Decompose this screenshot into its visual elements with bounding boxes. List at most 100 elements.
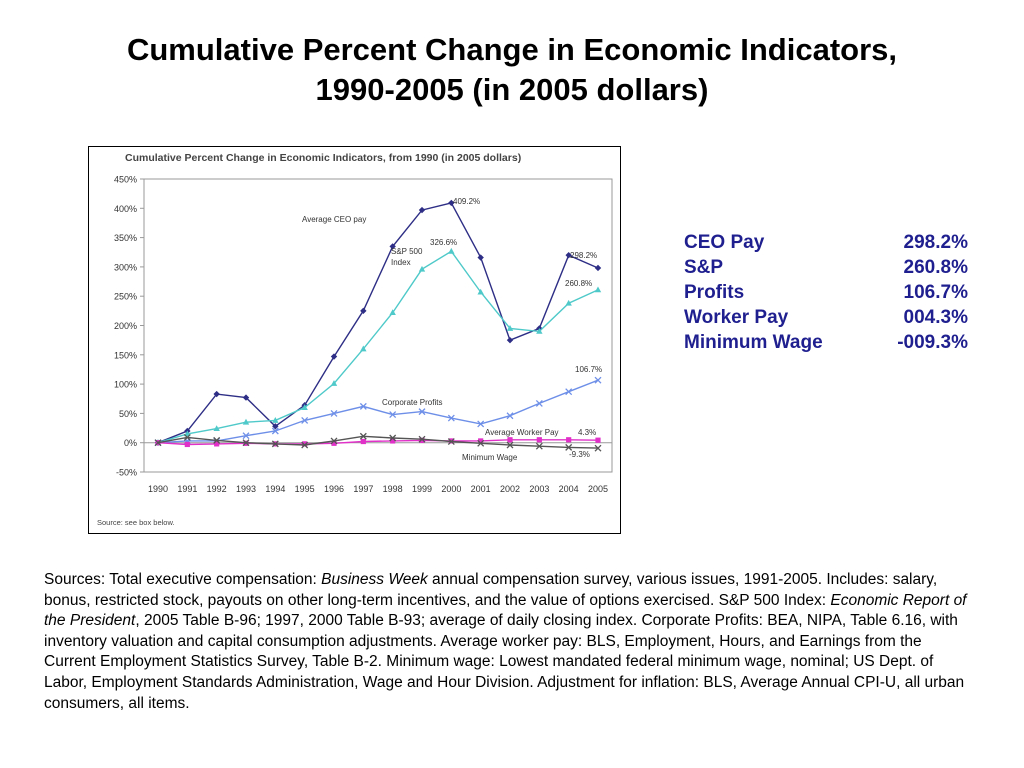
ceo-point [594,264,602,272]
minwage-point-stroke [359,432,367,440]
profits-point-stroke [535,399,543,407]
x-tick-label: 1994 [265,484,285,494]
x-tick-label: 1992 [207,484,227,494]
sp500-point [330,380,338,386]
summary-table: CEO Pay 298.2% S&P 260.8% Profits 106.7%… [684,230,974,355]
minwage-line [157,435,599,449]
profits-point [301,416,309,424]
series-label: Corporate Profits [382,398,442,407]
sources-text: Sources: Total executive compensation: [44,571,322,588]
profits-point-stroke [506,412,514,420]
worker-point [419,437,425,443]
data-label: 326.6% [430,238,457,247]
worker-point [507,437,513,443]
minwage-point [447,438,455,445]
summary-value: 260.8% [903,257,968,278]
minwage-point-stroke [242,439,250,447]
ceo-line [157,202,599,444]
minwage-point [389,434,397,442]
series-label: Average Worker Pay [485,428,559,437]
minwage-point-stroke [418,435,426,443]
sp500-point [565,299,572,306]
sources-note: Sources: Total executive compensation: B… [44,570,974,714]
x-tick-label: 1993 [236,484,256,494]
summary-row: Profits 106.7% [684,280,974,305]
ceo-point [242,394,250,401]
sp500-point [506,325,514,331]
x-tick-label: 2001 [471,484,491,494]
x-tick-label: 1990 [148,484,168,494]
summary-value: 106.7% [898,282,968,303]
chart-title: Cumulative Percent Change in Economic In… [125,152,521,164]
minwage-point-stroke [330,437,338,445]
series-label: Average CEO pay [302,215,366,224]
minwage-point-stroke [594,444,602,452]
ceo-point [213,390,220,398]
summary-label: S&P [684,257,724,278]
sp500-point [184,430,191,437]
profits-point [506,412,514,420]
sp500-point [301,404,308,410]
minwage-point-stroke [271,440,279,448]
profits-point-stroke [301,416,309,424]
x-tick-label: 2005 [588,484,608,494]
y-tick-label: 200% [114,321,137,331]
sources-text: annual compensation survey, various issu… [44,571,938,609]
profits-point-stroke [389,411,397,419]
slide-title: Cumulative Percent Change in Economic In… [0,30,1024,110]
data-label: 106.7% [575,365,602,374]
summary-row: Minimum Wage -009.3% [684,330,974,355]
x-tick-label: 2004 [559,484,579,494]
worker-point [566,437,572,443]
x-tick-label: 1991 [177,484,197,494]
y-tick-label: -50% [116,468,137,478]
minwage-point [594,444,602,452]
worker-point [360,438,366,445]
ceo-point [418,206,426,214]
minwage-point [213,436,221,444]
ceo-point [330,353,338,360]
profits-point [447,414,455,422]
worker-point [214,441,220,447]
sources-italic: Business Week [321,571,428,588]
sp500-point [448,247,455,254]
minwage-point-stroke [154,439,162,447]
ceo-point [448,199,455,207]
minwage-point [418,435,426,443]
profits-point [477,420,485,428]
summary-label: Profits [684,282,745,303]
sp500-point [389,309,396,316]
x-tick-label: 1996 [324,484,344,494]
slide-title-line2: 1990-2005 (in 2005 dollars) [315,72,709,107]
x-tick-label: 2000 [441,484,461,494]
data-label: 409.2% [453,197,480,206]
profits-point-stroke [477,420,485,428]
x-tick-label: 2003 [529,484,549,494]
line-chart: Cumulative Percent Change in Economic In… [97,152,613,527]
sp500-point [594,286,602,293]
ceo-point [272,423,279,430]
summary-label: CEO Pay [684,232,765,253]
sp500-point [477,288,484,295]
sp500-point [360,345,367,352]
profits-point [271,427,279,435]
minwage-point [359,432,367,440]
minwage-point-stroke [301,441,309,449]
profits-point [535,399,543,407]
minwage-point [154,439,162,447]
minwage-point [565,443,573,451]
minwage-point [183,433,191,441]
data-label: 298.2% [570,251,597,260]
summary-row: CEO Pay 298.2% [684,230,974,255]
sources-text: , 2005 Table B-96; 1997, 2000 Table B-93… [44,612,965,712]
sp500-point [536,327,543,334]
summary-value: 004.3% [898,307,968,328]
sp500-point [242,418,250,425]
source-note: Source: see box below. [97,518,175,527]
profits-point [330,409,338,417]
x-tick-label: 1995 [295,484,315,494]
worker-line [157,439,599,446]
worker-point [478,438,484,444]
summary-label: Worker Pay [684,307,789,328]
minwage-point-stroke [565,443,573,451]
